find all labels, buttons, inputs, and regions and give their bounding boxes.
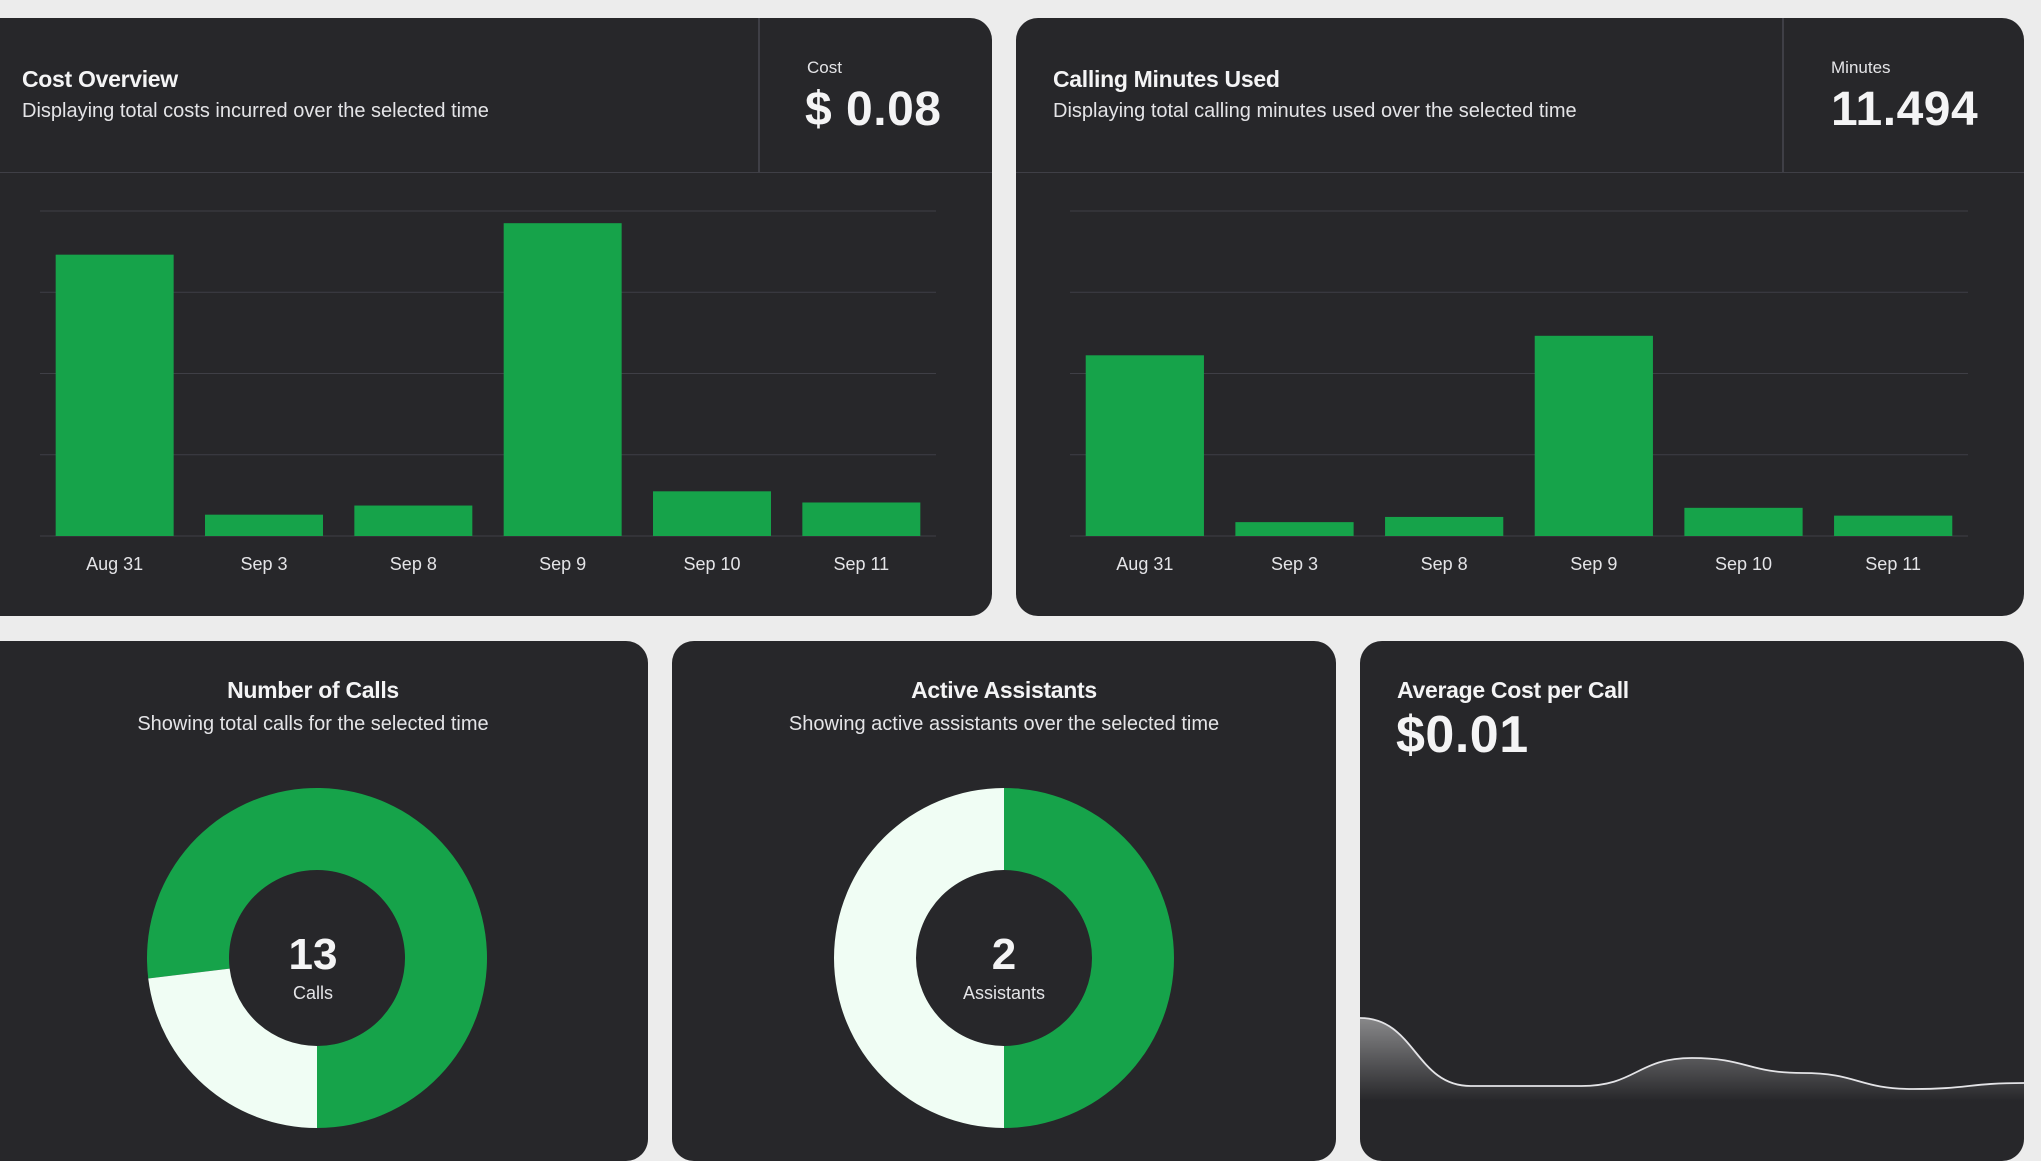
x-tick-label: Sep 10: [683, 554, 740, 574]
x-tick-label: Sep 3: [240, 554, 287, 574]
cost-bar-chart: Aug 31 Sep 3 Sep 8 Sep 9 Sep 10 Sep 11: [40, 210, 936, 574]
number-of-calls-card: Number of Calls Showing total calls for …: [0, 641, 648, 1161]
calls-card-title: Number of Calls: [227, 677, 399, 703]
bar-sep-11: [802, 502, 921, 536]
minutes-card-header: Calling Minutes Used Displaying total ca…: [1016, 18, 2024, 173]
bar-sep-9: [1534, 335, 1653, 536]
area-fill: [1360, 1018, 2024, 1101]
assistants-card-description: Showing active assistants over the selec…: [788, 713, 1220, 735]
cost-card-header: Cost Overview Displaying total costs inc…: [0, 18, 992, 173]
x-tick-label: Sep 9: [539, 554, 586, 574]
bar-sep-10: [1684, 507, 1803, 536]
donut-slice-0: [147, 788, 487, 1128]
avg-cost-area-chart: [1360, 1017, 2024, 1101]
bar-aug-31: [1085, 355, 1204, 536]
bar-aug-31: [55, 254, 174, 536]
bar-sep-8: [354, 505, 473, 536]
area-line: [1360, 1017, 2024, 1090]
avg-card-title: Average Cost per Call: [1397, 677, 1629, 703]
cost-overview-card: Cost Overview Displaying total costs inc…: [0, 18, 992, 616]
header-divider: [1782, 18, 1784, 172]
donut-slice-1: [148, 968, 317, 1128]
active-assistants-card: Active Assistants Showing active assista…: [672, 641, 1336, 1161]
header-divider: [758, 18, 760, 172]
calls-card-description: Showing total calls for the selected tim…: [137, 713, 489, 735]
calls-total-value: 13: [288, 930, 338, 979]
donut-slice-0: [1004, 788, 1174, 1128]
cost-card-description: Displaying total costs incurred over the…: [22, 100, 489, 122]
minutes-bar-chart: Aug 31 Sep 3 Sep 8 Sep 9 Sep 10 Sep 11: [1070, 210, 1968, 574]
assistants-card-title: Active Assistants: [911, 677, 1097, 703]
bar-sep-10: [653, 491, 771, 536]
assistants-total-value: 2: [991, 930, 1017, 979]
minutes-stat-label: Minutes: [1831, 58, 1891, 77]
minutes-card-description: Displaying total calling minutes used ov…: [1053, 100, 1577, 122]
x-tick-label: Sep 9: [1570, 554, 1617, 574]
cost-stat-value: $ 0.08: [805, 83, 942, 136]
calls-donut-chart: [147, 788, 487, 1128]
cost-card-title: Cost Overview: [22, 66, 178, 92]
x-tick-label: Sep 8: [1421, 554, 1468, 574]
minutes-card-title: Calling Minutes Used: [1053, 66, 1280, 92]
calls-total-unit: Calls: [292, 983, 333, 1003]
minutes-stat-value: 11.494: [1831, 83, 1979, 136]
bar-sep-3: [1235, 522, 1354, 536]
cost-stat-label: Cost: [807, 58, 842, 77]
assistants-total-unit: Assistants: [962, 983, 1046, 1003]
x-tick-label: Sep 11: [833, 554, 889, 574]
assistants-donut-chart: [834, 788, 1174, 1128]
average-cost-card: Average Cost per Call $0.01: [1360, 641, 2024, 1161]
x-tick-label: Sep 10: [1715, 554, 1772, 574]
donut-slice-1: [834, 788, 1004, 1128]
calling-minutes-card: Calling Minutes Used Displaying total ca…: [1016, 18, 2024, 616]
bar-sep-11: [1834, 515, 1953, 536]
x-tick-label: Sep 8: [390, 554, 437, 574]
x-tick-label: Sep 3: [1271, 554, 1318, 574]
bar-sep-9: [503, 223, 622, 536]
x-tick-label: Aug 31: [86, 554, 143, 574]
x-tick-label: Aug 31: [1116, 554, 1173, 574]
bar-sep-8: [1385, 516, 1504, 536]
x-tick-label: Sep 11: [1865, 554, 1921, 574]
bar-sep-3: [205, 514, 323, 536]
avg-cost-value: $0.01: [1396, 706, 1529, 764]
